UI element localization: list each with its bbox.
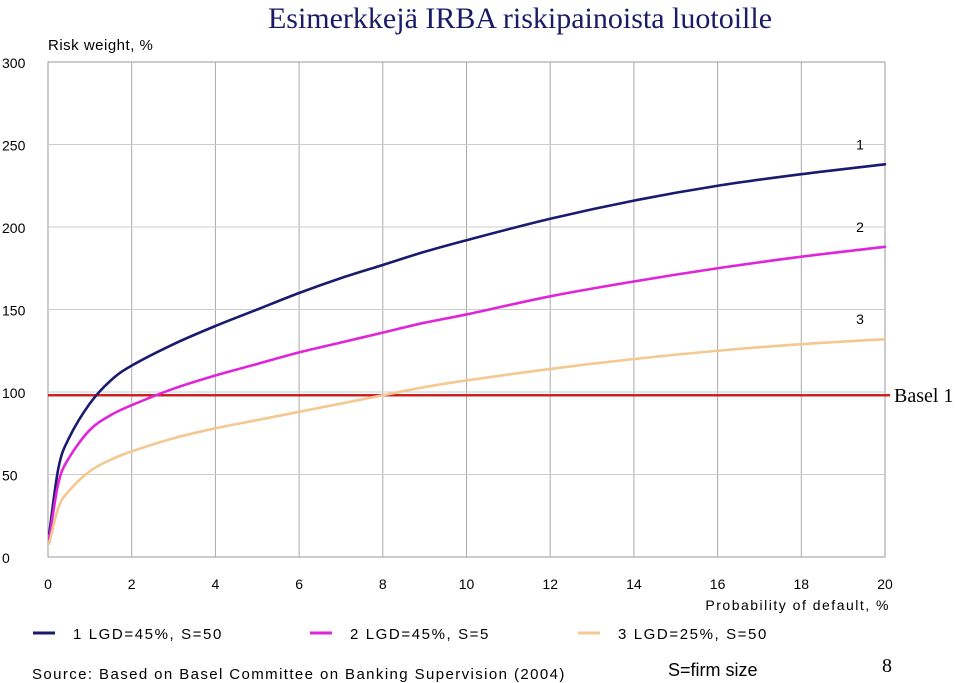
x-axis-label: Probability of default, % [705,597,890,613]
y-tick-label: 200 [2,220,26,236]
x-tick-label: 0 [44,576,52,592]
legend: 1 LGD=45%, S=50 2 LGD=45%, S=5 3 LGD=25%, … [33,626,768,643]
y-tick-label: 250 [2,138,26,154]
y-tick-label: 150 [2,303,26,319]
x-tick-label: 16 [710,576,726,592]
y-tick-label: 50 [2,468,18,484]
horizontal-gridlines [48,144,885,475]
y-tick-label: 100 [2,385,26,401]
x-tick-label: 14 [626,576,642,592]
legend-entry: 1 LGD=45%, S=50 [73,626,223,643]
series-line [47,245,887,541]
series-end-label: 1 [856,136,864,152]
x-tick-label: 12 [542,576,558,592]
x-tick-label: 8 [379,576,387,592]
y-tick-labels: 0 50 100 150 200 250 300 [2,55,26,566]
series-end-label: 2 [856,219,864,235]
reference-line-label: Basel 1 [894,385,953,407]
x-tick-label: 20 [877,576,893,592]
y-axis-label: Risk weight, % [48,37,153,54]
y-tick-label: 300 [2,55,26,71]
series-end-labels: 1 2 3 [856,136,864,327]
x-tick-label: 6 [295,576,303,592]
x-tick-label: 10 [459,576,475,592]
x-tick-label: 4 [212,576,220,592]
legend-entry: 2 LGD=45%, S=5 [350,626,490,643]
series-line [47,337,887,546]
chart-title: Esimerkkejä IRBA riskipainoista luotoill… [268,2,772,35]
x-tick-label: 18 [794,576,810,592]
series-end-label: 3 [856,311,864,327]
firm-size-note: S=firm size [668,660,758,680]
series-line [47,163,887,536]
series-lines [47,163,887,546]
source-note: Source: Based on Basel Committee on Bank… [32,666,566,683]
x-tick-labels: 0 2 4 6 8 10 12 14 16 18 20 [44,576,893,592]
x-tick-label: 2 [128,576,136,592]
legend-entry: 3 LGD=25%, S=50 [618,626,768,643]
y-tick-label: 0 [2,550,10,566]
page-number: 8 [882,655,892,677]
